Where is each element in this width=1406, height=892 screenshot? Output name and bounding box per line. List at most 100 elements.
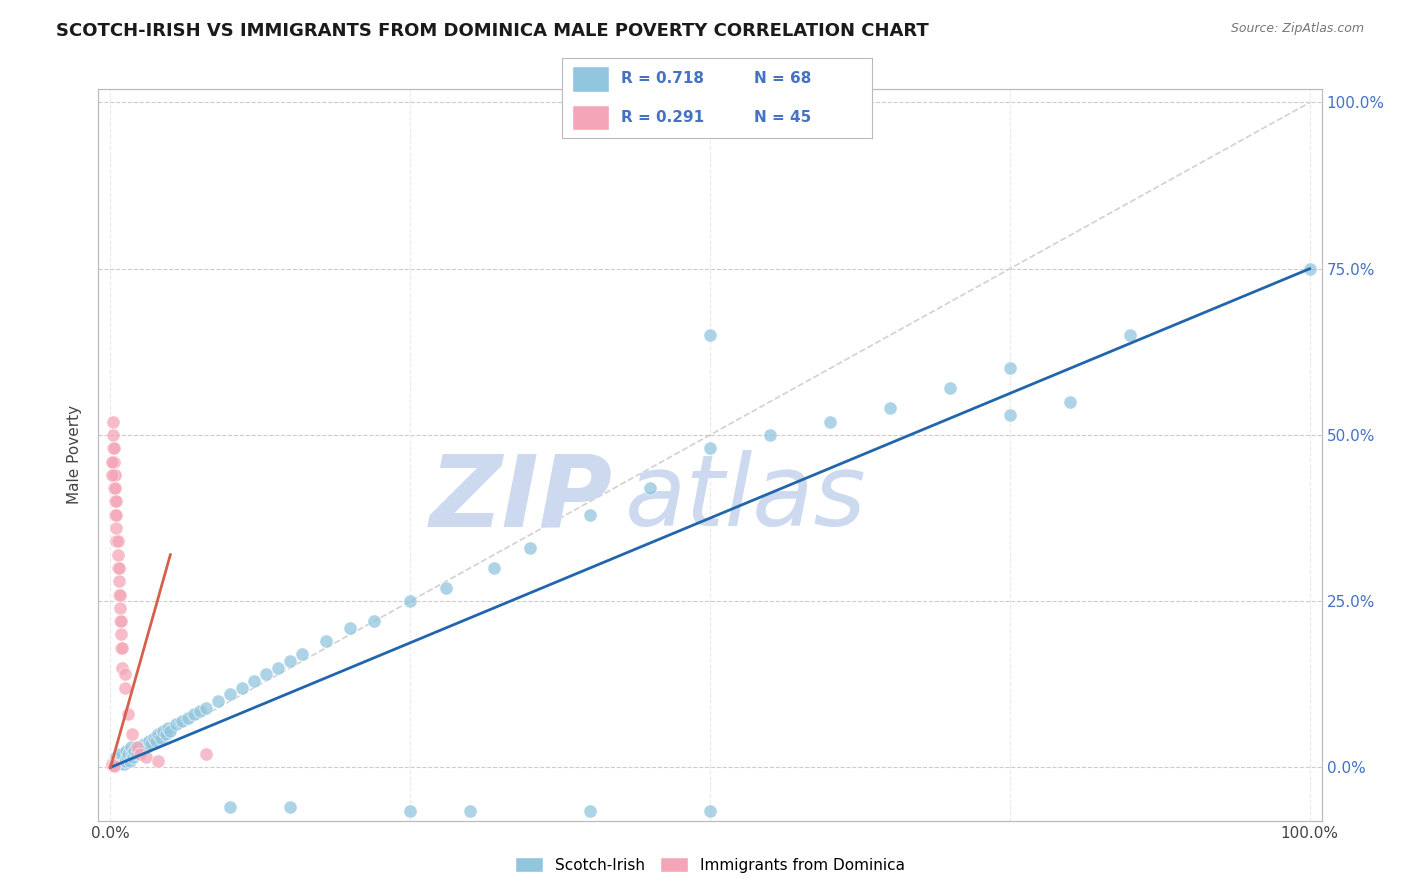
Scotch-Irish — [278, 800, 301, 814]
Immigrants from Dominica — [129, 747, 152, 761]
Text: SCOTCH-IRISH VS IMMIGRANTS FROM DOMINICA MALE POVERTY CORRELATION CHART: SCOTCH-IRISH VS IMMIGRANTS FROM DOMINICA… — [56, 22, 929, 40]
Scotch-Irish — [110, 750, 132, 764]
Immigrants from Dominica — [108, 561, 131, 575]
Immigrants from Dominica — [101, 454, 124, 468]
Immigrants from Dominica — [108, 588, 131, 602]
Immigrants from Dominica — [104, 508, 127, 522]
Immigrants from Dominica — [107, 534, 129, 549]
Immigrants from Dominica — [108, 600, 131, 615]
Text: Source: ZipAtlas.com: Source: ZipAtlas.com — [1230, 22, 1364, 36]
Scotch-Irish — [434, 581, 457, 595]
Scotch-Irish — [172, 714, 194, 728]
Scotch-Irish — [103, 754, 125, 768]
Immigrants from Dominica — [121, 727, 143, 741]
Immigrants from Dominica — [104, 481, 127, 495]
Immigrants from Dominica — [103, 759, 125, 773]
Immigrants from Dominica — [108, 574, 131, 589]
Immigrants from Dominica — [111, 640, 134, 655]
Immigrants from Dominica — [107, 548, 129, 562]
Scotch-Irish — [177, 710, 200, 724]
Scotch-Irish — [131, 744, 153, 758]
FancyBboxPatch shape — [572, 66, 609, 92]
Scotch-Irish — [278, 654, 301, 668]
Scotch-Irish — [124, 744, 146, 758]
Scotch-Irish — [579, 804, 602, 818]
Scotch-Irish — [165, 717, 187, 731]
Scotch-Irish — [579, 508, 602, 522]
Legend: Scotch-Irish, Immigrants from Dominica: Scotch-Irish, Immigrants from Dominica — [509, 851, 911, 879]
Scotch-Irish — [101, 757, 124, 772]
Scotch-Irish — [458, 804, 481, 818]
Scotch-Irish — [315, 634, 337, 648]
Immigrants from Dominica — [114, 681, 136, 695]
Scotch-Irish — [399, 804, 422, 818]
Immigrants from Dominica — [105, 534, 128, 549]
Immigrants from Dominica — [104, 467, 127, 482]
Immigrants from Dominica — [195, 747, 218, 761]
Scotch-Irish — [219, 800, 242, 814]
Scotch-Irish — [243, 673, 266, 688]
Scotch-Irish — [148, 727, 170, 741]
Scotch-Irish — [1298, 261, 1320, 276]
Scotch-Irish — [759, 428, 782, 442]
Immigrants from Dominica — [101, 442, 124, 456]
Immigrants from Dominica — [110, 627, 132, 641]
Scotch-Irish — [879, 401, 901, 416]
Scotch-Irish — [291, 648, 314, 662]
Immigrants from Dominica — [105, 508, 128, 522]
Immigrants from Dominica — [103, 481, 125, 495]
Scotch-Irish — [118, 754, 141, 768]
Immigrants from Dominica — [100, 758, 122, 772]
Scotch-Irish — [183, 707, 205, 722]
Scotch-Irish — [108, 754, 131, 768]
Immigrants from Dominica — [148, 754, 170, 768]
Immigrants from Dominica — [105, 494, 128, 508]
Immigrants from Dominica — [125, 740, 148, 755]
Scotch-Irish — [156, 721, 179, 735]
Scotch-Irish — [117, 747, 139, 761]
Immigrants from Dominica — [100, 467, 122, 482]
Immigrants from Dominica — [110, 640, 132, 655]
Scotch-Irish — [104, 755, 127, 769]
Scotch-Irish — [207, 694, 229, 708]
Immigrants from Dominica — [105, 521, 128, 535]
Immigrants from Dominica — [108, 588, 131, 602]
Immigrants from Dominica — [103, 758, 125, 772]
Immigrants from Dominica — [135, 750, 157, 764]
Scotch-Irish — [112, 757, 135, 772]
Immigrants from Dominica — [111, 661, 134, 675]
Scotch-Irish — [699, 804, 721, 818]
Scotch-Irish — [254, 667, 277, 681]
Scotch-Irish — [699, 328, 721, 343]
Scotch-Irish — [638, 481, 661, 495]
Scotch-Irish — [115, 744, 138, 758]
Scotch-Irish — [142, 731, 165, 745]
FancyBboxPatch shape — [572, 104, 609, 130]
Scotch-Irish — [231, 681, 253, 695]
Scotch-Irish — [107, 757, 129, 772]
Scotch-Irish — [399, 594, 422, 608]
Scotch-Irish — [363, 614, 385, 628]
Scotch-Irish — [122, 750, 145, 764]
Immigrants from Dominica — [101, 428, 124, 442]
Scotch-Irish — [149, 731, 172, 745]
Scotch-Irish — [152, 723, 174, 738]
Immigrants from Dominica — [108, 614, 131, 628]
Immigrants from Dominica — [107, 561, 129, 575]
Scotch-Irish — [219, 687, 242, 701]
Scotch-Irish — [145, 734, 167, 748]
Scotch-Irish — [111, 747, 134, 761]
Scotch-Irish — [267, 661, 290, 675]
Immigrants from Dominica — [100, 757, 122, 772]
Immigrants from Dominica — [100, 454, 122, 468]
Scotch-Irish — [115, 750, 138, 764]
Scotch-Irish — [1059, 394, 1081, 409]
Immigrants from Dominica — [103, 454, 125, 468]
Scotch-Irish — [159, 723, 181, 738]
Immigrants from Dominica — [103, 442, 125, 456]
Scotch-Irish — [998, 408, 1021, 422]
Scotch-Irish — [519, 541, 541, 555]
Text: R = 0.718: R = 0.718 — [621, 71, 704, 87]
Scotch-Irish — [138, 734, 160, 748]
Immigrants from Dominica — [117, 707, 139, 722]
